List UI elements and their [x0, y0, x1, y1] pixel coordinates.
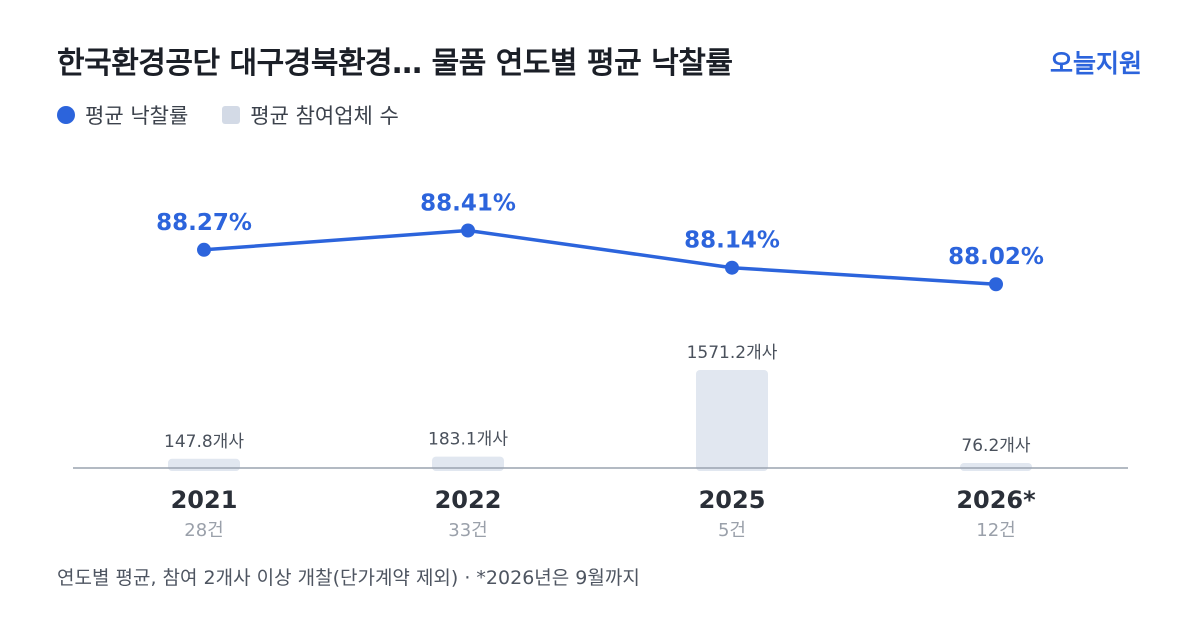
- bar-2022: [432, 456, 504, 471]
- bar-label-2026: 76.2개사: [961, 436, 1030, 456]
- legend-bar-swatch: [222, 106, 241, 124]
- rate-label-2025: 88.14%: [684, 228, 780, 254]
- bar-2026: [960, 463, 1032, 471]
- page-title: 한국환경공단 대구경북환경… 물품 연도별 평균 낙찰률: [57, 46, 733, 81]
- bar-2025: [696, 370, 768, 471]
- x-tick-sublabel-2021: 28건: [184, 520, 223, 541]
- rate-point-2025: [725, 260, 739, 275]
- legend-bar-label: 평균 참여업체 수: [250, 104, 399, 128]
- rate-line: [203, 228, 997, 286]
- chart-footnote: 연도별 평균, 참여 2개사 이상 개찰(단가계약 제외) · *2026년은 …: [57, 567, 640, 589]
- chart-legend: 평균 낙찰률 평균 참여업체 수: [57, 100, 399, 130]
- rate-point-2022: [461, 223, 475, 238]
- x-tick-sublabel-2025: 5건: [718, 520, 746, 541]
- rate-label-2021: 88.27%: [156, 210, 252, 236]
- x-tick-label-2026: 2026*: [956, 486, 1036, 514]
- brand-logo[interactable]: 오늘지원: [1049, 49, 1142, 78]
- rate-point-2021: [197, 242, 211, 257]
- legend-item-bar: 평균 참여업체 수: [222, 100, 399, 130]
- x-tick-sublabel-2022: 33건: [448, 520, 487, 541]
- rate-point-2026: [989, 277, 1003, 292]
- bar-label-2022: 183.1개사: [428, 430, 508, 450]
- bar-2021: [168, 458, 240, 471]
- legend-item-line: 평균 낙찰률: [57, 100, 188, 130]
- legend-line-swatch: [57, 106, 75, 124]
- x-tick-label-2025: 2025: [699, 486, 766, 514]
- rate-label-2026: 88.02%: [948, 244, 1044, 270]
- bar-label-2025: 1571.2개사: [687, 343, 778, 363]
- x-tick-sublabel-2026: 12건: [976, 520, 1015, 541]
- legend-line-label: 평균 낙찰률: [85, 104, 189, 128]
- x-tick-label-2021: 2021: [171, 486, 238, 514]
- bar-label-2021: 147.8개사: [164, 432, 244, 452]
- x-tick-label-2022: 2022: [435, 486, 502, 514]
- rate-label-2022: 88.41%: [420, 191, 516, 217]
